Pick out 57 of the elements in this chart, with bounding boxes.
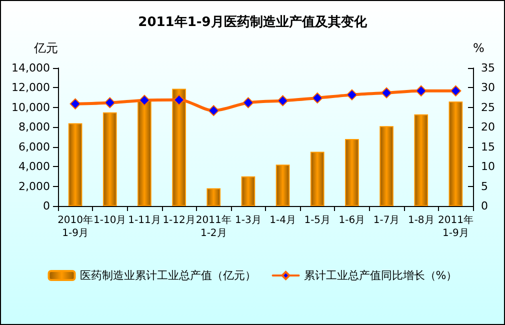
- point: [312, 92, 323, 104]
- bar: [102, 112, 117, 206]
- legend-label: 医药制造业累计工业总产值（亿元）: [80, 269, 256, 282]
- x-tick-label: 1-3月: [235, 215, 262, 226]
- x-tick-label: 1-11月: [128, 215, 161, 226]
- y-axis-title: 亿元: [33, 41, 58, 55]
- point: [242, 97, 254, 108]
- y-tick-label: 4,000: [18, 160, 50, 174]
- point: [381, 87, 392, 98]
- bar: [138, 100, 152, 206]
- y2-tick-label: 5: [481, 180, 488, 193]
- point: [346, 89, 358, 100]
- y-tick-label: 8,000: [18, 120, 50, 134]
- y-tick-label: 0: [43, 200, 50, 212]
- y2-tick-label: 25: [481, 100, 495, 114]
- x-tick-label: 1-10月: [94, 215, 126, 226]
- y2-tick-label: 35: [481, 62, 495, 74]
- x-tick-label: 2011年1-9月: [438, 214, 474, 239]
- x-tick-label: 1-12月: [162, 215, 196, 226]
- point: [416, 85, 427, 96]
- bar: [448, 102, 463, 206]
- point: [277, 95, 288, 106]
- y2-tick-label: 15: [481, 140, 495, 154]
- point: [104, 97, 116, 108]
- bar: [276, 164, 290, 206]
- y2-tick-label: 30: [481, 81, 495, 94]
- bar: [241, 176, 256, 206]
- y-tick-label: 6,000: [18, 140, 50, 154]
- point: [138, 94, 150, 106]
- point: [70, 98, 81, 110]
- point: [450, 85, 462, 96]
- bar: [345, 138, 359, 206]
- y2-tick-label: 20: [481, 120, 495, 134]
- x-tick-label: 2010年1-9月: [58, 214, 94, 239]
- x-tick-label: 1-8月: [408, 215, 434, 226]
- y-tick-label: 14,000: [12, 62, 50, 74]
- y2-tick-label: 0: [481, 200, 488, 212]
- bar: [206, 188, 221, 206]
- chart-title: 2011年1-9月医药制造业产值及其变化: [138, 14, 368, 30]
- x-tick-label: 2011年1-2月: [196, 214, 232, 239]
- point: [174, 94, 185, 106]
- bar: [68, 123, 82, 206]
- x-tick-label: 1-6月: [338, 215, 366, 226]
- bar: [414, 114, 428, 206]
- y-tick-label: 2,000: [18, 180, 50, 193]
- x-tick-label: 1-4月: [270, 215, 296, 226]
- x-tick-label: 1-7月: [373, 215, 400, 226]
- y-tick-label: 12,000: [12, 81, 50, 94]
- bar: [172, 88, 186, 206]
- bar: [310, 152, 324, 206]
- y2-tick-label: 10: [481, 160, 495, 174]
- y-tick-label: 10,000: [12, 100, 50, 114]
- bar: [380, 126, 394, 206]
- point: [208, 105, 220, 116]
- x-tick-label: 1-5月: [304, 215, 331, 226]
- legend-label: 累计工业总产值同比增长（%）: [304, 269, 458, 282]
- y2-axis-title: %: [473, 41, 484, 55]
